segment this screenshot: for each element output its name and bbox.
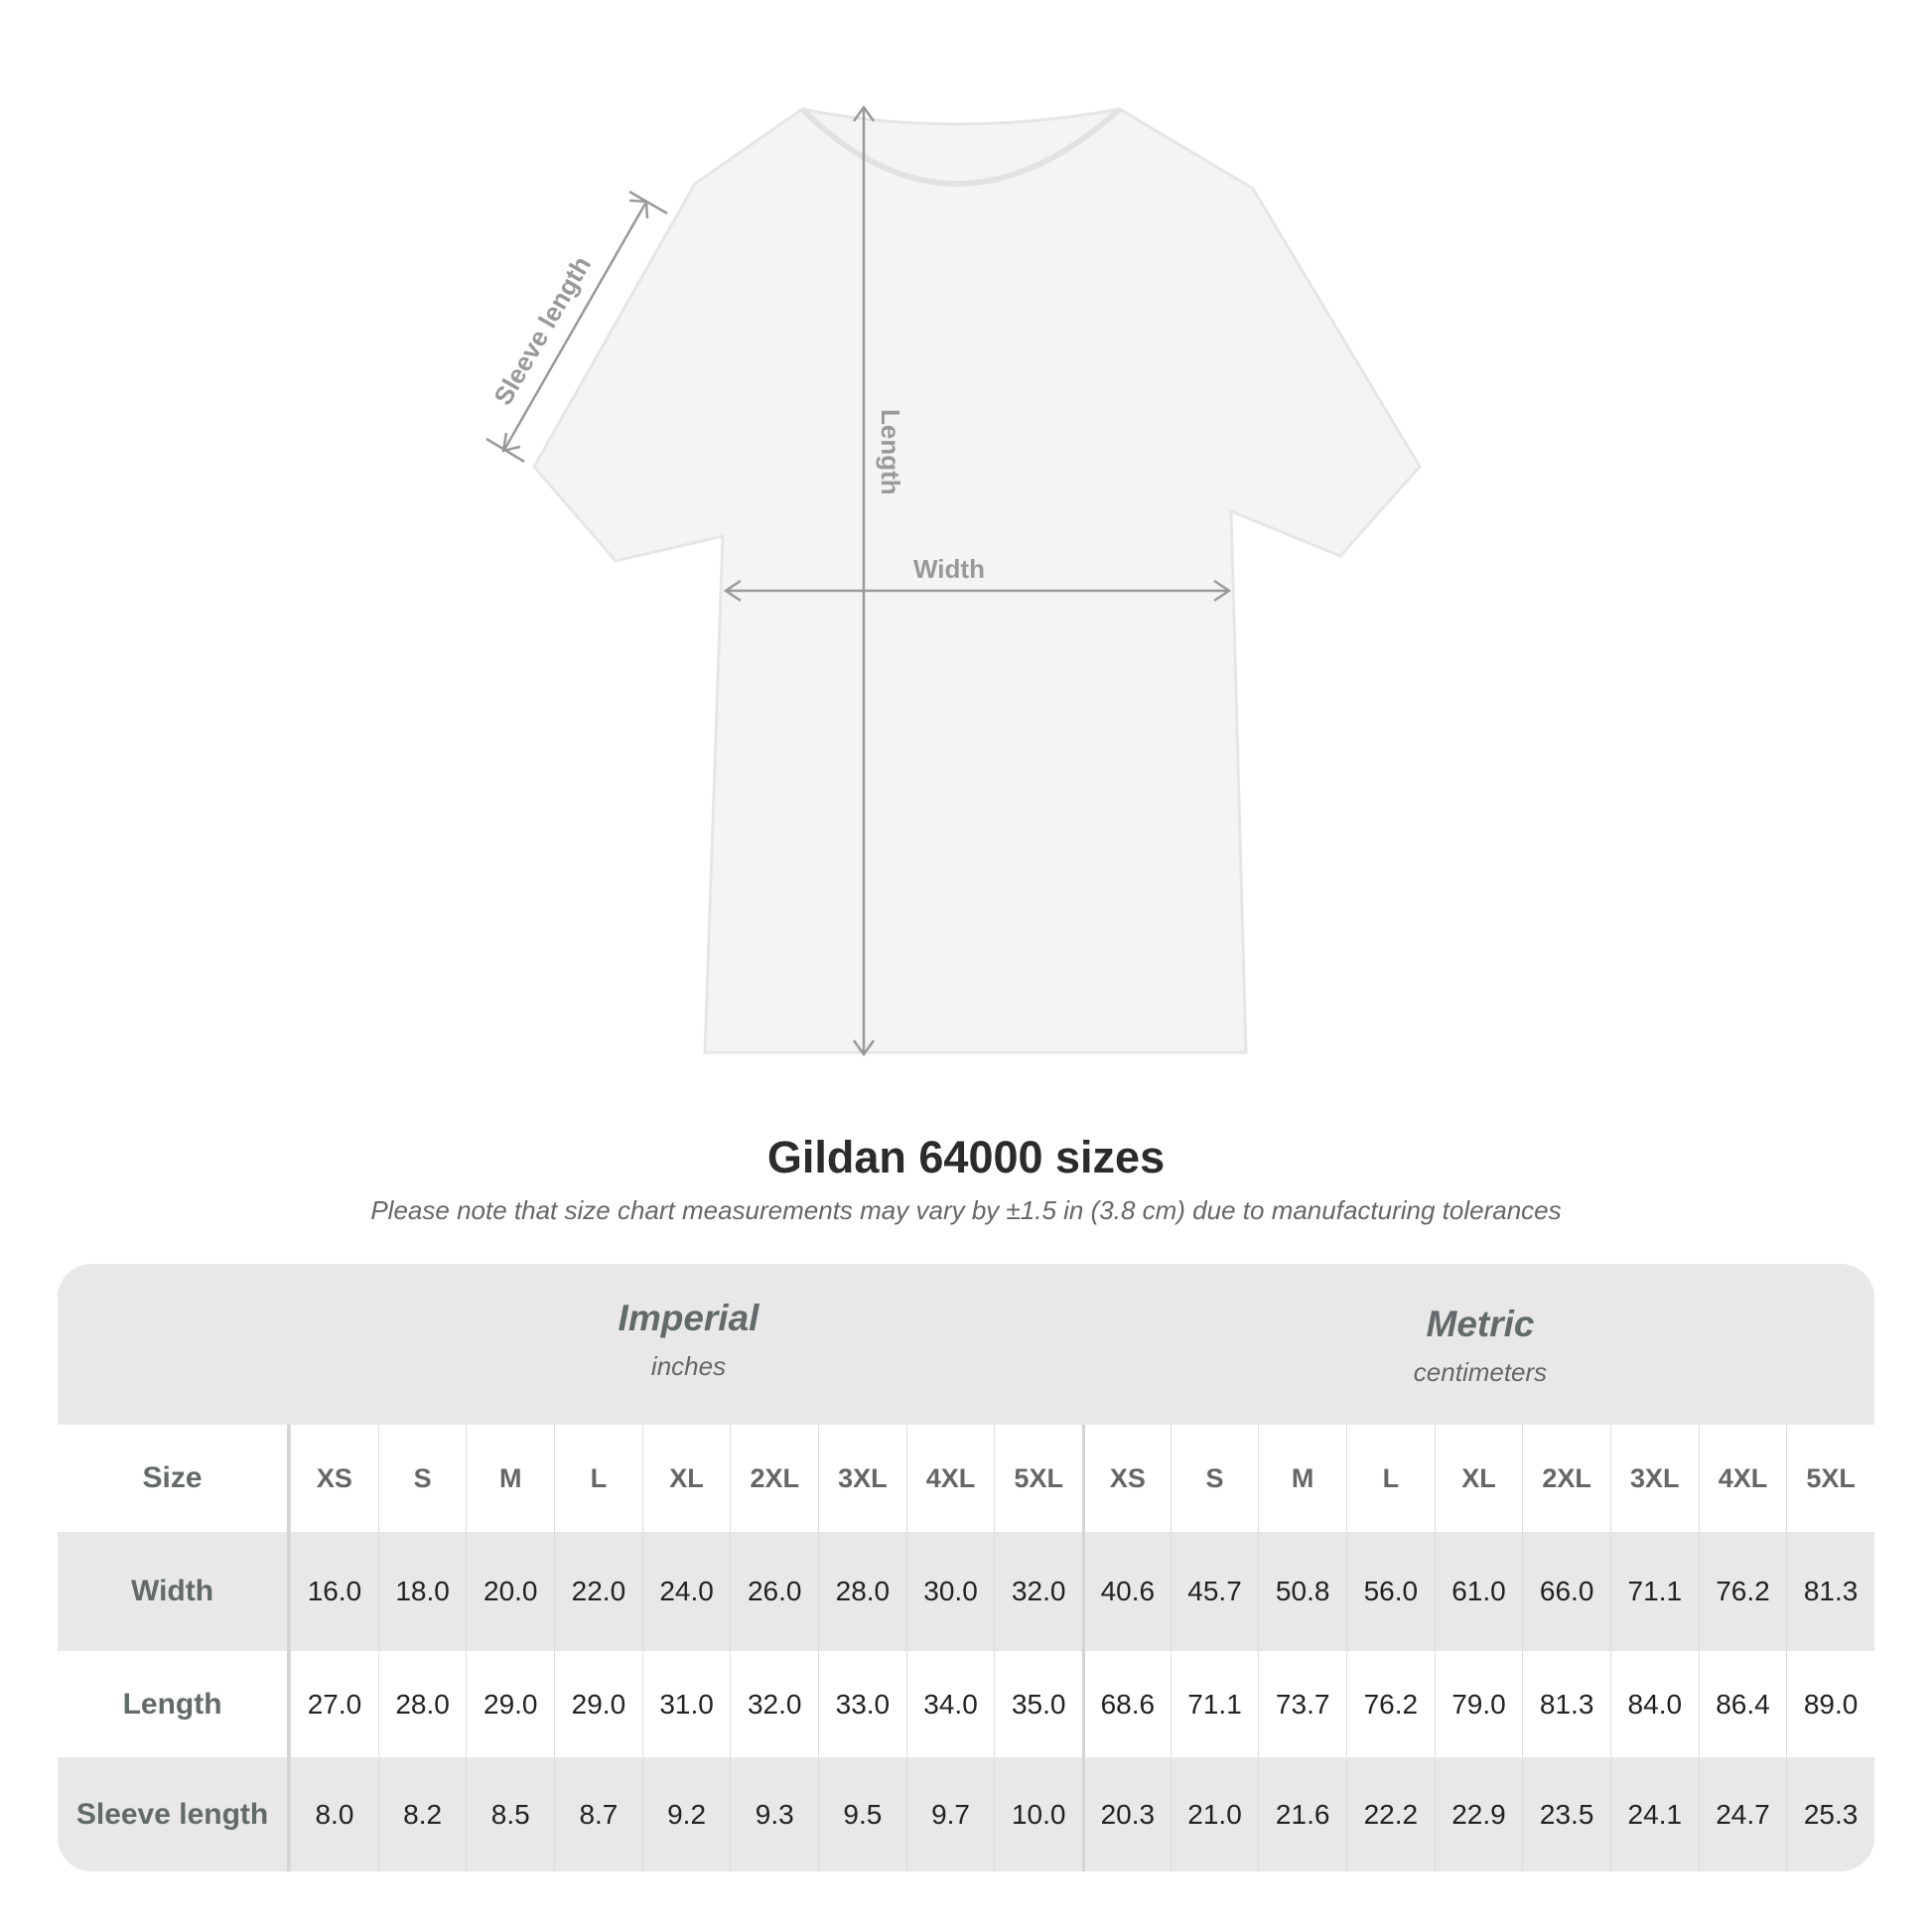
value-cell-metric: 45.7: [1170, 1532, 1259, 1651]
size-header-imperial: M: [466, 1425, 554, 1532]
value-cell-imperial: 22.0: [554, 1532, 642, 1651]
value-cell-imperial: 20.0: [466, 1532, 554, 1651]
value-cell-imperial: 27.0: [290, 1651, 378, 1757]
size-header-imperial: L: [554, 1425, 642, 1532]
value-cell-metric: 23.5: [1522, 1757, 1610, 1871]
value-cell-metric: 50.8: [1258, 1532, 1346, 1651]
row-label: Length: [58, 1651, 291, 1757]
size-header-imperial: XS: [290, 1425, 378, 1532]
value-cell-metric: 81.3: [1786, 1532, 1874, 1651]
tshirt-diagram: Sleeve length Length Width: [485, 104, 1422, 1057]
value-cell-imperial: 28.0: [818, 1532, 906, 1651]
size-header-metric: M: [1258, 1425, 1346, 1532]
value-cell-imperial: 8.2: [377, 1757, 467, 1871]
value-cell-metric: 71.1: [1170, 1651, 1259, 1757]
value-cell-imperial: 28.0: [377, 1651, 467, 1757]
value-cell-imperial: 9.3: [730, 1757, 818, 1871]
value-cell-metric: 21.0: [1170, 1757, 1259, 1871]
size-header-metric: XL: [1434, 1425, 1523, 1532]
size-header-imperial: 4XL: [905, 1425, 995, 1532]
value-cell-metric: 73.7: [1258, 1651, 1346, 1757]
value-cell-imperial: 29.0: [466, 1651, 554, 1757]
size-header-metric: XS: [1082, 1425, 1171, 1532]
size-header-metric: 5XL: [1786, 1425, 1874, 1532]
value-cell-metric: 68.6: [1082, 1651, 1171, 1757]
value-cell-metric: 84.0: [1609, 1651, 1699, 1757]
value-cell-imperial: 26.0: [730, 1532, 818, 1651]
size-header-metric: L: [1346, 1425, 1435, 1532]
value-cell-metric: 25.3: [1786, 1757, 1874, 1871]
value-cell-imperial: 9.2: [641, 1757, 731, 1871]
value-cell-metric: 24.1: [1609, 1757, 1699, 1871]
value-cell-imperial: 9.7: [905, 1757, 995, 1871]
value-cell-metric: 40.6: [1082, 1532, 1171, 1651]
value-cell-imperial: 10.0: [994, 1757, 1082, 1871]
value-cell-imperial: 31.0: [641, 1651, 731, 1757]
value-cell-metric: 86.4: [1698, 1651, 1787, 1757]
value-cell-metric: 71.1: [1609, 1532, 1699, 1651]
size-table: Imperial inches Metric centimeters Size …: [58, 1264, 1874, 1871]
size-label: Size: [58, 1425, 291, 1532]
value-cell-imperial: 8.0: [290, 1757, 378, 1871]
value-cell-imperial: 16.0: [290, 1532, 378, 1651]
value-cell-imperial: 9.5: [818, 1757, 906, 1871]
value-cell-imperial: 32.0: [994, 1532, 1082, 1651]
collar: [799, 106, 1122, 187]
value-cell-imperial: 32.0: [730, 1651, 818, 1757]
value-cell-metric: 61.0: [1434, 1532, 1523, 1651]
table-row: Width 16.0 18.0 20.0 22.0 24.0 26.0 28.0 30.0 32.…: [58, 1532, 1874, 1651]
width-label: Width: [913, 554, 985, 584]
size-header-metric: 3XL: [1609, 1425, 1699, 1532]
value-cell-metric: 76.2: [1346, 1651, 1435, 1757]
value-cell-imperial: 18.0: [377, 1532, 467, 1651]
metric-title: Metric: [1426, 1304, 1535, 1344]
size-header-imperial: 5XL: [994, 1425, 1082, 1532]
value-cell-imperial: 34.0: [905, 1651, 995, 1757]
metric-unit: centimeters: [1413, 1357, 1548, 1387]
size-header-imperial: S: [377, 1425, 467, 1532]
value-cell-metric: 20.3: [1082, 1757, 1171, 1871]
imperial-title: Imperial: [618, 1298, 759, 1338]
size-header-imperial: XL: [641, 1425, 731, 1532]
value-cell-metric: 22.9: [1434, 1757, 1523, 1871]
value-cell-imperial: 8.5: [466, 1757, 554, 1871]
table-row: Length 27.0 28.0 29.0 29.0 31.0 32.0 33.0 34.0 35…: [58, 1651, 1874, 1757]
imperial-header: Imperial inches: [291, 1264, 1086, 1458]
length-label: Length: [876, 409, 905, 495]
page-title: Gildan 64000 sizes: [766, 1132, 1166, 1182]
tolerance-note: Please note that size chart measurements…: [370, 1195, 1562, 1225]
value-cell-metric: 56.0: [1346, 1532, 1435, 1651]
value-cell-imperial: 24.0: [641, 1532, 731, 1651]
size-header-metric: 4XL: [1698, 1425, 1787, 1532]
metric-header: Metric centimeters: [1086, 1264, 1874, 1464]
table-row: Sleeve length 8.0 8.2 8.5 8.7 9.2 9.3 9.5 9.7 10.…: [58, 1757, 1874, 1871]
value-cell-metric: 22.2: [1346, 1757, 1435, 1871]
size-header-metric: S: [1170, 1425, 1259, 1532]
value-cell-metric: 89.0: [1786, 1651, 1874, 1757]
size-header-imperial: 2XL: [730, 1425, 818, 1532]
row-label: Sleeve length: [58, 1757, 291, 1871]
sleeve-arrow: [502, 203, 647, 451]
value-cell-imperial: 29.0: [554, 1651, 642, 1757]
value-cell-imperial: 33.0: [818, 1651, 906, 1757]
size-header-imperial: 3XL: [818, 1425, 906, 1532]
value-cell-imperial: 30.0: [905, 1532, 995, 1651]
size-header-metric: 2XL: [1522, 1425, 1610, 1532]
value-cell-metric: 21.6: [1258, 1757, 1346, 1871]
imperial-unit: inches: [650, 1351, 727, 1381]
value-cell-imperial: 35.0: [994, 1651, 1082, 1757]
value-cell-metric: 66.0: [1522, 1532, 1610, 1651]
value-cell-metric: 79.0: [1434, 1651, 1523, 1757]
value-cell-metric: 24.7: [1698, 1757, 1787, 1871]
value-cell-imperial: 8.7: [554, 1757, 642, 1871]
value-cell-metric: 76.2: [1698, 1532, 1787, 1651]
size-row: Size XS S M L XL 2XL 3XL 4XL 5XL XS S M L XL 2XL 3XL 4XL…: [58, 1425, 1874, 1532]
value-cell-metric: 81.3: [1522, 1651, 1610, 1757]
row-label: Width: [58, 1532, 291, 1651]
